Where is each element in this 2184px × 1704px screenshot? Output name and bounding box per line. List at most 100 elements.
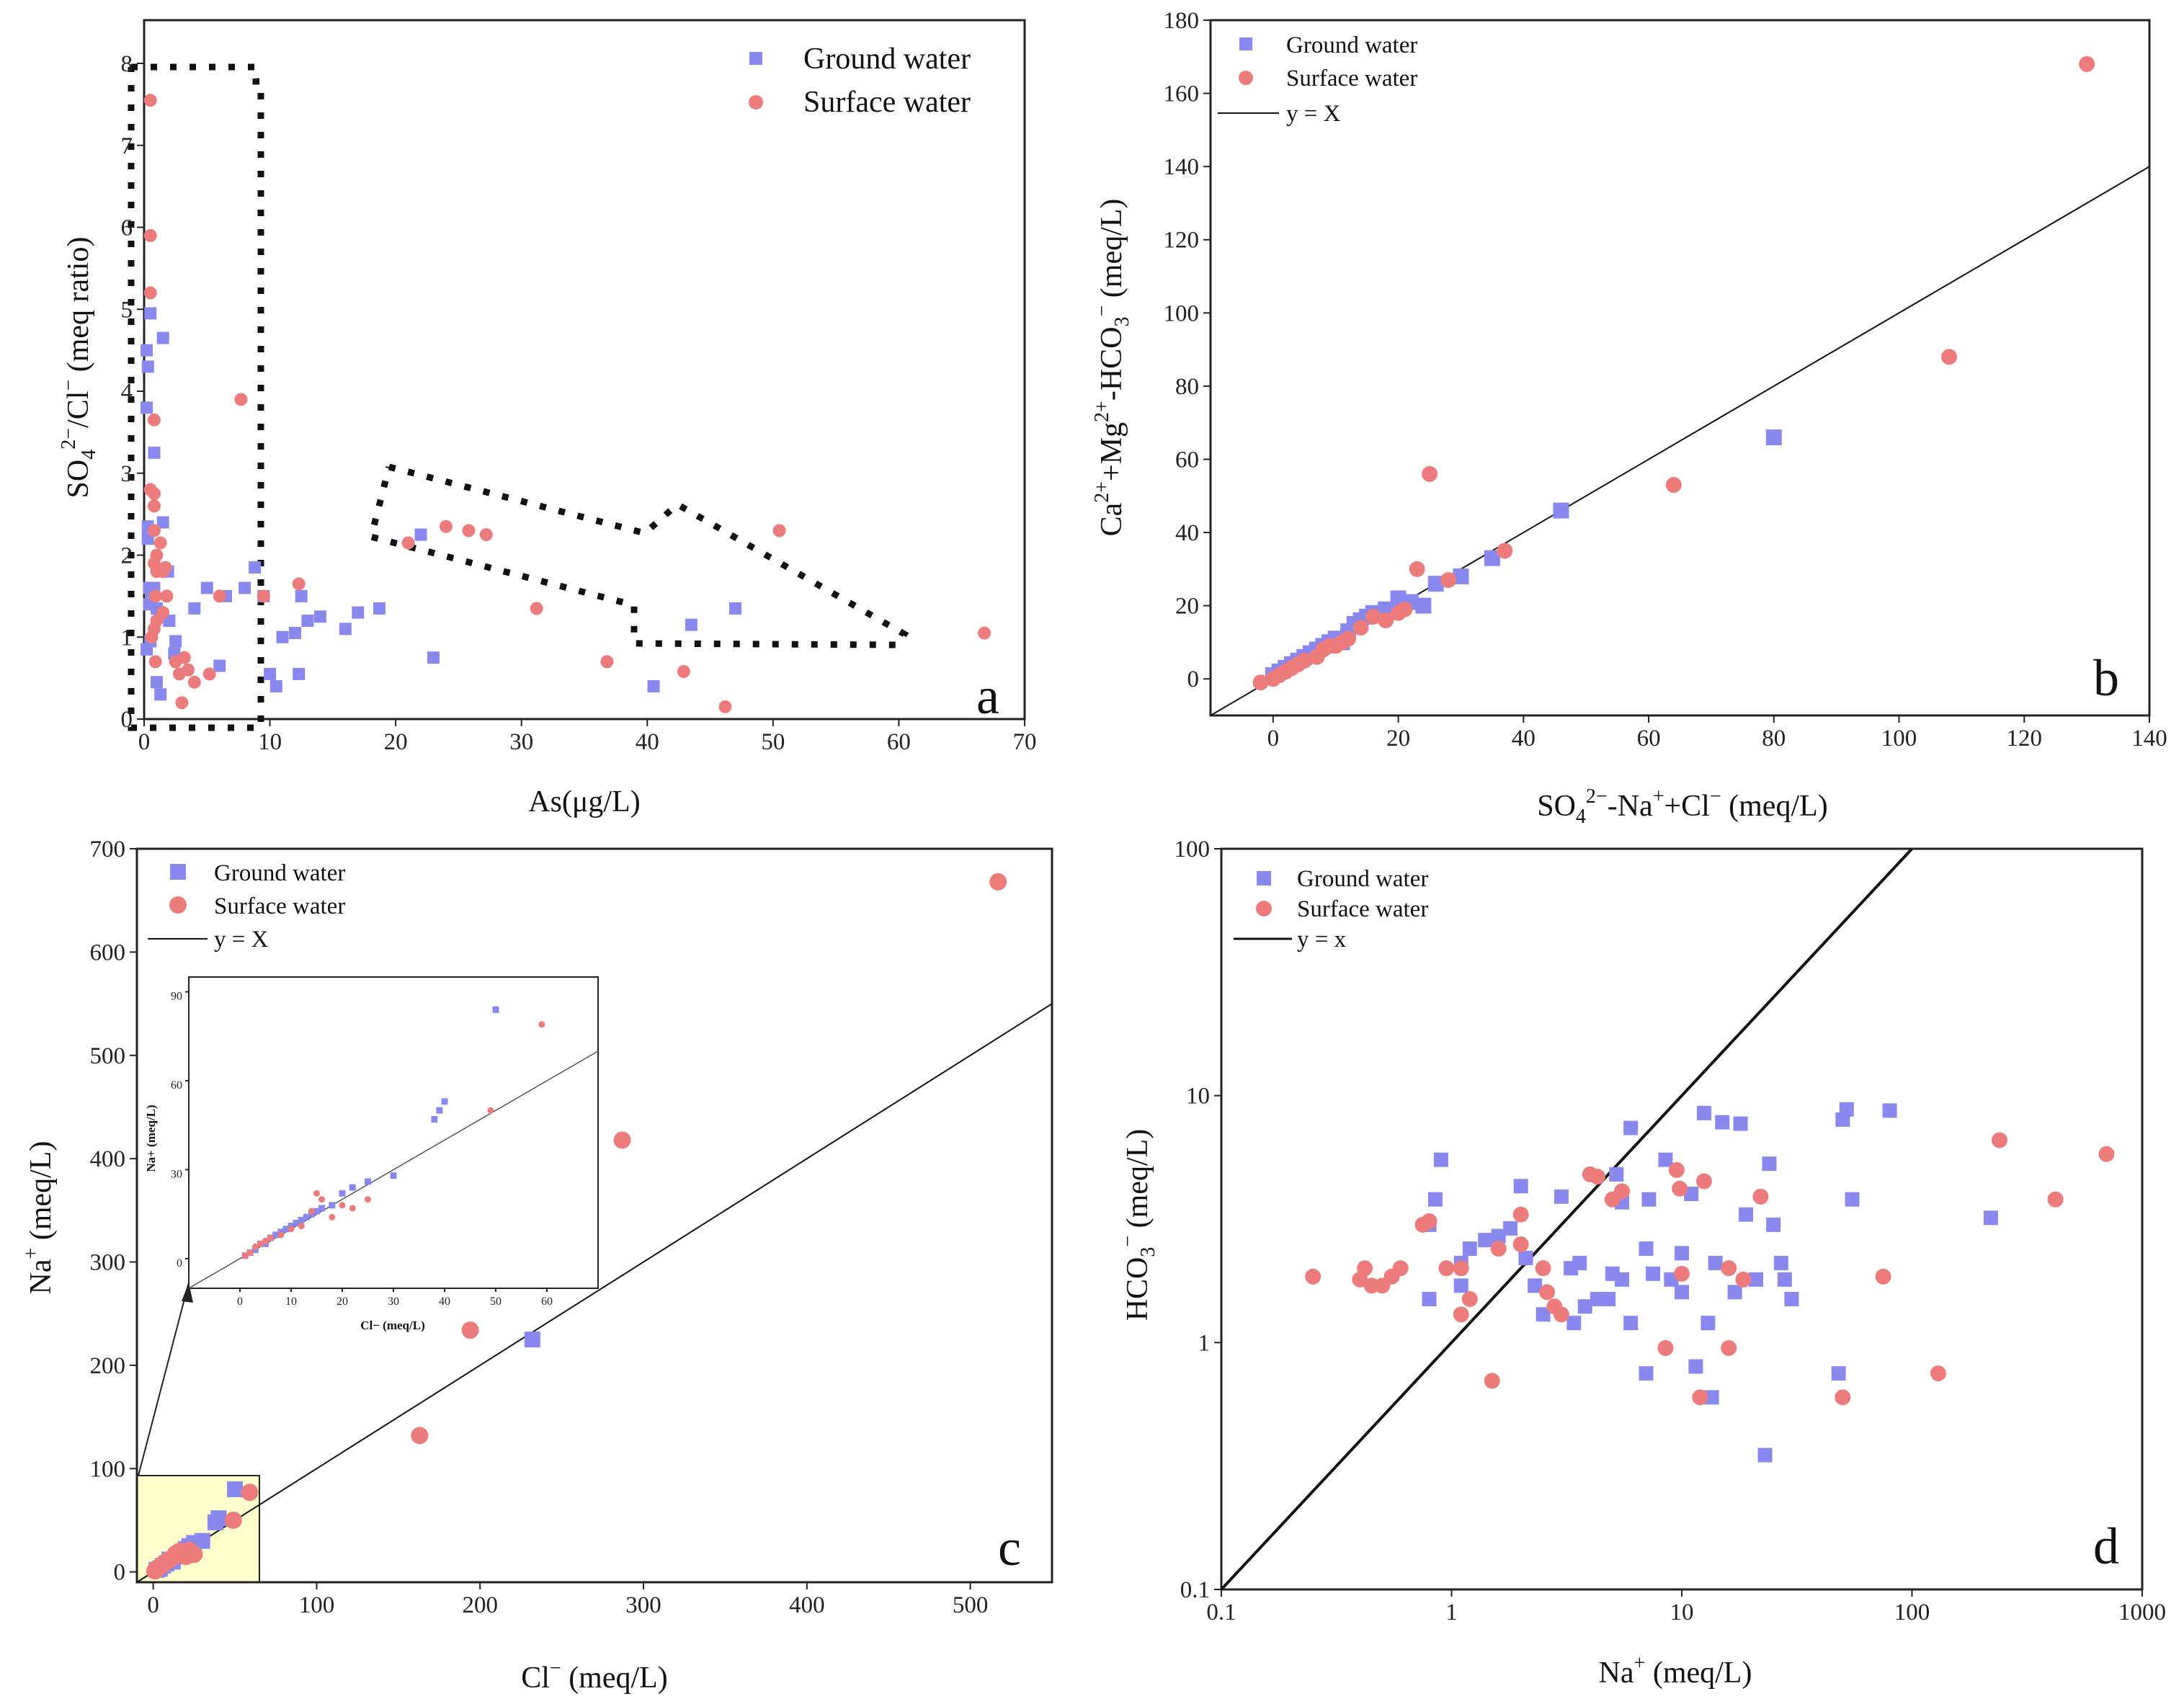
panel-d-surface-point [1490,1241,1507,1257]
panel-d-xtick-label: 100 [1894,1600,1930,1625]
panel-a-surface-point [153,536,167,550]
panel-a-surface-point [147,499,161,513]
panel-d-surface-point [1721,1339,1737,1356]
panel-b-surface-point [1296,652,1313,669]
panel-a-ground-point [200,581,213,594]
panel-c-inset-connector-arrow [182,1283,193,1303]
panel-c-inset-ground-point [313,1208,320,1215]
panel-d-surface-point [1668,1161,1685,1178]
panel-a-ground-point [339,623,352,635]
panel-a-xtick-label: 20 [384,729,408,755]
panel-a-xtick-label: 40 [636,729,659,755]
panel-c-surface-point [989,873,1007,891]
panel-d-ground-point [1478,1233,1493,1248]
panel-d-ground-point [1727,1285,1742,1300]
panel-c-inset-ground-point [339,1190,346,1197]
panel-b-xtick-label: 60 [1637,726,1661,751]
panel-c-inset-xtick-label: 60 [541,1295,553,1308]
panel-d-surface-point [1735,1271,1752,1288]
panel-b-ylabel-sup2: 2+ [1091,401,1113,422]
panel-a-ground-point [293,667,306,680]
panel-c-xtick-label: 400 [789,1592,825,1618]
panel-a-surface-point [234,393,248,406]
panel-a-surface-point [147,524,161,537]
panel-d-surface-point [2047,1191,2064,1208]
panel-c-surface-point [461,1321,479,1339]
panel-c-inset-ground-point [365,1178,371,1185]
panel-b-ytick-label: 120 [1164,228,1200,254]
panel-a-surface-point [772,524,786,537]
panel-d-surface-point [1752,1188,1769,1205]
panel-d-surface-point [1672,1180,1688,1197]
panel-a-ylabel-sub4: 4 [78,450,100,460]
panel-a-ground-point [685,618,697,631]
panel-a-legend-surface-label: Surface water [803,86,971,119]
panel-a-surface-point [175,696,189,710]
panel-c-inset-ground-point [441,1098,448,1105]
panel-a-ground-point [239,581,251,594]
panel-c-inset-surface-point [487,1107,494,1114]
panel-d-ground-point [1658,1152,1673,1167]
panel-b-surface-point [1352,620,1369,636]
panel-c-inset-xtick-label: 10 [285,1295,297,1308]
panel-b-xlabel-sup3: − [1710,785,1721,808]
panel-d-surface-points [1305,1132,2115,1406]
panel-c-inset-background [188,976,599,1289]
panel-d-surface-point [1695,1173,1712,1190]
panel-c-inset-surface-point [246,1249,254,1257]
panel-d-frame [1220,847,2144,1591]
panel-c-surface-point [411,1427,429,1445]
panel-b-xtick-label: 0 [1267,726,1280,751]
panel-c-xtick-label: 300 [625,1592,661,1618]
panel-a-ground-point [154,688,167,701]
panel-a-ground-point [276,630,289,643]
panel-d-surface-point [1512,1236,1529,1252]
panel-d-ground-point [1503,1221,1518,1236]
panel-b-surface-point [1396,601,1413,617]
panel-a-ground-point [140,643,153,656]
panel-c-xtick-label: 0 [147,1592,159,1618]
panel-a-frame [143,19,1026,721]
panel-a-ytick-label: 5 [121,297,133,323]
panel-b-xlabel-na: -Na [1608,790,1653,823]
panel-c-ground-point [524,1331,540,1348]
panel-d-surface-point [1421,1213,1438,1229]
panel-a-ytick-label: 0 [121,707,133,733]
panel-c-xlabel: Cl− (meq/L) [521,1657,668,1695]
panel-c-xtick-label: 100 [299,1592,335,1618]
panel-b-xlabel-sub4: 4 [1576,806,1586,828]
panel-b-surface-point [1497,543,1513,559]
panel-c-inset-surface-point [349,1205,356,1212]
panel-d-legend-surface-label: Surface water [1297,896,1428,922]
panel-c-inset-surface-point [298,1223,305,1230]
panel-c-ground-points [148,1331,540,1578]
panel-c-ytick-label: 500 [90,1043,126,1069]
panel-a-surface-point [677,665,690,679]
panel-c-inset-surface-point [339,1202,346,1209]
panel-d-surface-point [1512,1206,1529,1223]
panel-c-surface-point [224,1511,242,1529]
panel-b-xlabel-cl: +Cl [1664,790,1709,823]
panel-a-surface-point [182,663,195,677]
panel-b-surface-point [1252,674,1269,691]
panel-a-ground-point [352,606,365,619]
panel-c-inset-ground-point [492,1006,499,1013]
panel-b-ylabel-sup1: 2+ [1091,481,1113,503]
panel-a-ground-point [141,360,154,373]
panel-d-ground-point [1684,1187,1699,1202]
panel-c-inset-ground-point [318,1205,326,1212]
panel-c-inset-surface-point [313,1190,320,1197]
panel-d-ground-point [1777,1272,1792,1287]
panel-a-ytick-label: 6 [121,215,133,241]
panel-c-inset-ground-point [349,1184,356,1191]
panel-b-xtick-label: 40 [1512,726,1536,751]
panel-a-dotted-region-right [367,463,909,648]
panel-a-surface-point [292,577,306,591]
panel-d-surface-point [1438,1260,1455,1277]
panel-d-ground-point [1739,1207,1754,1222]
panel-c-ytick-label: 700 [90,837,126,862]
panel-d-xlabel-unit: (meq/L) [1645,1656,1752,1690]
panel-a-dotted-box-left [128,63,264,731]
panel-b-surface-point [1378,612,1394,628]
panel-b-xtick-label: 120 [2007,726,2043,751]
